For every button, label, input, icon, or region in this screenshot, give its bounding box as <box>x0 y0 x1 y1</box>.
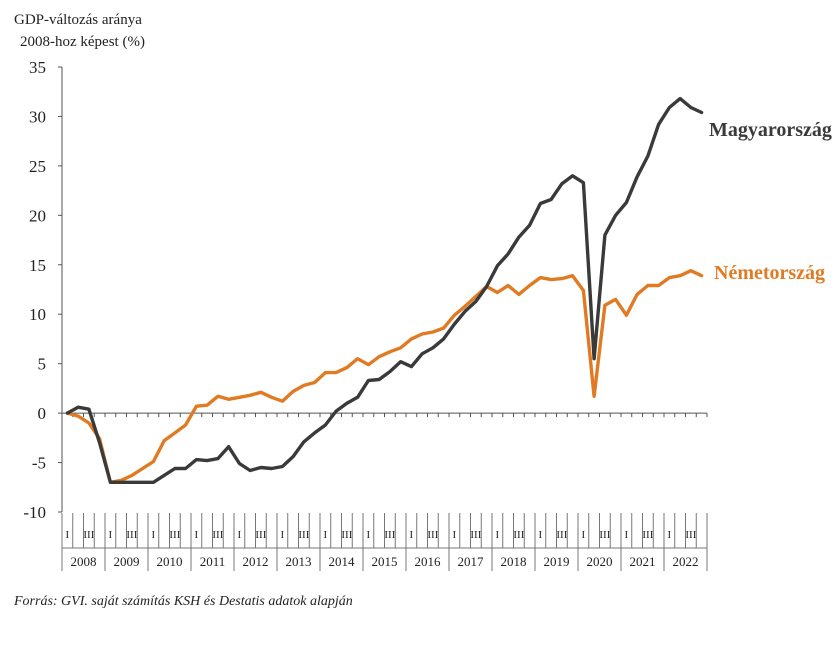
series-label-magyarorszag: Magyarország <box>709 119 832 141</box>
year-label: 2020 <box>587 554 613 569</box>
y-tick-label: -10 <box>23 503 46 522</box>
year-label: 2016 <box>415 554 442 569</box>
quarter-label: III <box>384 529 395 541</box>
quarter-label: I <box>66 529 70 541</box>
quarter-label: I <box>496 529 500 541</box>
quarter-label: III <box>212 529 223 541</box>
quarter-label: III <box>427 529 438 541</box>
quarter-label: III <box>685 529 696 541</box>
y-tick-label: -5 <box>32 454 46 473</box>
year-label: 2013 <box>286 554 312 569</box>
y-tick-label: 35 <box>29 58 46 77</box>
quarter-label: I <box>582 529 586 541</box>
quarter-label: I <box>324 529 328 541</box>
quarter-label: I <box>668 529 672 541</box>
quarter-label: I <box>281 529 285 541</box>
quarter-label: III <box>126 529 137 541</box>
quarter-label: I <box>625 529 629 541</box>
y-tick-label: 5 <box>38 355 47 374</box>
year-label: 2017 <box>458 554 485 569</box>
year-label: 2011 <box>200 554 226 569</box>
series-line-magyarorszag <box>65 96 704 484</box>
source-note: Forrás: GVI. saját számítás KSH és Desta… <box>14 594 353 609</box>
year-label: 2015 <box>372 554 398 569</box>
year-label: 2022 <box>673 554 699 569</box>
year-label: 2018 <box>501 554 527 569</box>
quarter-label: III <box>83 529 94 541</box>
quarter-label: I <box>152 529 156 541</box>
y-tick-label: 30 <box>29 107 46 126</box>
quarter-label: I <box>410 529 414 541</box>
quarter-label: III <box>642 529 653 541</box>
quarter-label: III <box>169 529 180 541</box>
quarter-label: I <box>109 529 113 541</box>
quarter-label: I <box>453 529 457 541</box>
series-line-nemetorszag <box>65 269 704 484</box>
quarter-label: III <box>599 529 610 541</box>
series-label-nemetorszag: Németország <box>714 262 825 284</box>
quarter-label: I <box>367 529 371 541</box>
y-tick-label: 15 <box>29 256 46 275</box>
y-tick-label: 25 <box>29 157 46 176</box>
quarter-label: I <box>195 529 199 541</box>
quarter-label: III <box>341 529 352 541</box>
y-tick-label: 10 <box>29 305 46 324</box>
quarter-label: I <box>539 529 543 541</box>
year-label: 2008 <box>71 554 97 569</box>
y-tick-label: 20 <box>29 206 46 225</box>
quarter-label: III <box>298 529 309 541</box>
quarter-label: III <box>470 529 481 541</box>
y-tick-label: 0 <box>38 404 47 423</box>
year-label: 2021 <box>630 554 656 569</box>
quarter-label: I <box>238 529 242 541</box>
quarter-label: III <box>513 529 524 541</box>
quarter-label: III <box>255 529 266 541</box>
year-label: 2014 <box>329 554 356 569</box>
year-label: 2009 <box>114 554 140 569</box>
y-axis-title-line2: 2008-hoz képest (%) <box>20 34 145 50</box>
y-axis-title-line1: GDP-változás aránya <box>14 12 142 28</box>
year-label: 2012 <box>243 554 269 569</box>
quarter-label: III <box>556 529 567 541</box>
year-label: 2019 <box>544 554 570 569</box>
year-label: 2010 <box>157 554 183 569</box>
